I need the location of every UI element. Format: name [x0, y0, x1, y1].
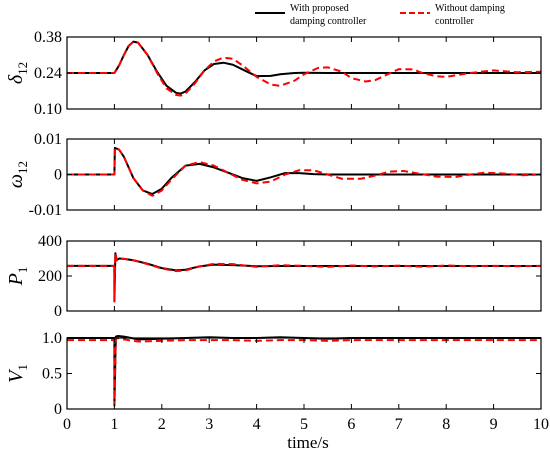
x-tick-label: 9 — [490, 416, 498, 433]
y-tick-label: 0 — [54, 401, 62, 418]
legend-label-controller-1: With proposed — [290, 3, 349, 14]
x-tick-label: 4 — [253, 416, 261, 433]
y-tick-label: 0.01 — [34, 131, 62, 148]
y-axis-label-sub: 1 — [15, 267, 30, 274]
y-tick-label: 400 — [38, 233, 62, 250]
x-tick-label: 6 — [347, 416, 355, 433]
y-axis-label-sub: 1 — [15, 364, 30, 371]
series-line-4-no-controller — [67, 337, 541, 407]
y-axis-label-main: δ — [5, 74, 27, 84]
legend: With proposed damping controller Without… — [255, 3, 505, 27]
panel-3: 0 200 400 P1 — [5, 233, 542, 320]
y-axis-label-sub: 12 — [15, 62, 30, 75]
x-tick-label: 10 — [533, 416, 549, 433]
series-line-1-no-controller — [67, 40, 542, 97]
series-line-2-no-controller — [67, 146, 542, 197]
series-line-2-controller — [67, 146, 541, 196]
x-tick-label: 2 — [158, 416, 166, 433]
y-axis-label-main: P — [5, 273, 27, 286]
series-line-4-controller — [67, 335, 541, 407]
y-axis-label: δ12 — [5, 62, 30, 84]
panel-frame — [66, 337, 542, 410]
x-tick-label: 5 — [300, 416, 308, 433]
y-tick-label: 0 — [54, 167, 62, 184]
y-axis-label-main: ω — [5, 174, 27, 188]
y-tick-label: -0.01 — [29, 202, 62, 219]
y-axis-label: P1 — [5, 267, 30, 287]
legend-label-no-controller-1: Without damping — [435, 3, 505, 14]
x-tick-label: 0 — [63, 416, 71, 433]
y-tick-label: 0 — [54, 303, 62, 320]
series-line-3-no-controller — [67, 252, 542, 303]
y-axis-label-sub: 12 — [15, 161, 30, 174]
y-tick-label: 0.10 — [34, 101, 62, 118]
y-tick-label: 0.24 — [34, 65, 62, 82]
legend-label-no-controller-2: controller — [435, 16, 475, 27]
x-tick-label: 3 — [205, 416, 213, 433]
series-line-1-controller — [67, 40, 541, 95]
y-axis-label: ω12 — [5, 161, 30, 188]
y-axis-label-main: V — [5, 368, 27, 383]
y-tick-label: 1.0 — [42, 330, 62, 347]
x-axis-label: time/s — [287, 433, 329, 452]
x-tick-label: 7 — [395, 416, 403, 433]
y-axis-label: V1 — [5, 364, 30, 383]
legend-label-controller-2: damping controller — [290, 16, 367, 27]
y-tick-label: 0.38 — [34, 29, 62, 46]
x-tick-label: 1 — [110, 416, 118, 433]
y-tick-label: 0.5 — [42, 366, 62, 383]
y-tick-label: 200 — [38, 268, 62, 285]
series-line-3-controller — [67, 252, 541, 303]
x-tick-label: 8 — [442, 416, 450, 433]
panel-frame — [66, 240, 542, 312]
